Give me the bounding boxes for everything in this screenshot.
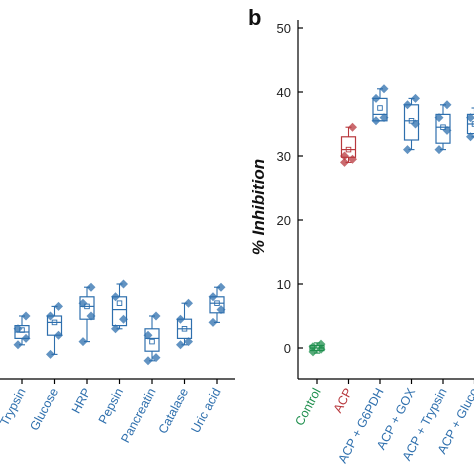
- data-point: [403, 100, 412, 110]
- data-point: [411, 93, 420, 103]
- category-label: ACP: [331, 386, 355, 415]
- box-6: Uric acid: [188, 282, 226, 436]
- data-point: [216, 305, 226, 315]
- mean-marker: [116, 300, 123, 306]
- data-point: [184, 298, 193, 308]
- y-tick-label: 10: [277, 277, 291, 292]
- mean-marker: [214, 300, 220, 306]
- data-point: [348, 154, 357, 164]
- y-tick-label: 40: [277, 85, 291, 100]
- data-point: [208, 292, 218, 302]
- data-point: [411, 119, 420, 129]
- data-point: [151, 311, 161, 321]
- data-point: [434, 145, 444, 155]
- data-point: [13, 340, 23, 350]
- data-point: [78, 337, 88, 347]
- panel-b-label: b: [248, 5, 261, 30]
- data-point: [78, 298, 88, 308]
- category-label: Uric acid: [188, 386, 223, 436]
- box-0: Trypsin: [0, 311, 31, 428]
- y-tick-label: 0: [284, 341, 291, 356]
- y-tick-label: 20: [277, 213, 291, 228]
- data-point: [46, 311, 55, 321]
- box-1: Glucose: [27, 301, 63, 433]
- data-point: [143, 330, 153, 340]
- box-2: HRP: [69, 282, 96, 416]
- box-0: Control: [292, 339, 326, 428]
- y-axis-label: % Inhibition: [249, 159, 268, 255]
- data-point: [434, 113, 444, 123]
- data-point: [316, 339, 326, 349]
- data-point: [119, 314, 128, 324]
- box-rect: [435, 113, 451, 144]
- data-point: [216, 282, 226, 292]
- box-rect: [340, 136, 357, 158]
- data-point: [176, 314, 185, 324]
- data-point: [46, 349, 55, 359]
- data-point: [151, 353, 161, 363]
- data-point: [86, 282, 96, 292]
- category-label: Glucose: [27, 386, 61, 433]
- y-tick-label: 30: [277, 149, 291, 164]
- data-point: [371, 93, 381, 103]
- data-point: [442, 100, 452, 110]
- mean-marker: [345, 146, 352, 153]
- y-tick-label: 50: [277, 21, 291, 36]
- category-label: Trypsin: [0, 386, 29, 428]
- data-point: [13, 324, 23, 334]
- box-4: Pancreatin: [118, 311, 161, 445]
- data-point: [466, 132, 474, 142]
- data-point: [54, 330, 63, 340]
- mean-marker: [377, 105, 383, 111]
- data-point: [119, 279, 128, 289]
- data-point: [371, 116, 381, 126]
- data-point: [111, 292, 120, 302]
- data-point: [111, 324, 120, 334]
- data-point: [442, 125, 452, 135]
- data-point: [379, 84, 389, 94]
- data-point: [21, 311, 31, 321]
- data-point: [403, 145, 412, 155]
- box-rect: [79, 296, 95, 320]
- data-point: [143, 356, 153, 366]
- data-point: [348, 122, 357, 132]
- mean-marker: [408, 118, 415, 124]
- data-point: [54, 301, 63, 311]
- mean-marker: [440, 124, 446, 130]
- data-point: [86, 311, 96, 321]
- mean-marker: [51, 319, 58, 326]
- data-point: [379, 113, 389, 123]
- category-label: Control: [292, 386, 323, 428]
- mean-marker: [471, 121, 474, 127]
- data-point: [316, 344, 326, 354]
- data-point: [184, 337, 193, 347]
- mean-marker: [84, 303, 90, 310]
- mean-marker: [181, 326, 188, 332]
- box-1: ACP: [331, 122, 357, 415]
- box-5: Catalase: [156, 298, 193, 436]
- box-3: Pepsin: [96, 279, 128, 426]
- data-point: [308, 347, 318, 357]
- data-point: [176, 340, 185, 350]
- data-point: [208, 317, 218, 327]
- data-point: [308, 342, 318, 352]
- data-point: [21, 333, 31, 343]
- data-point: [340, 151, 349, 161]
- mean-marker: [149, 338, 155, 345]
- category-label: Catalase: [156, 386, 192, 436]
- data-point: [466, 113, 474, 123]
- data-point: [340, 157, 349, 167]
- category-label: HRP: [69, 386, 94, 416]
- category-label: Pepsin: [96, 386, 126, 426]
- box-rect: [144, 328, 160, 352]
